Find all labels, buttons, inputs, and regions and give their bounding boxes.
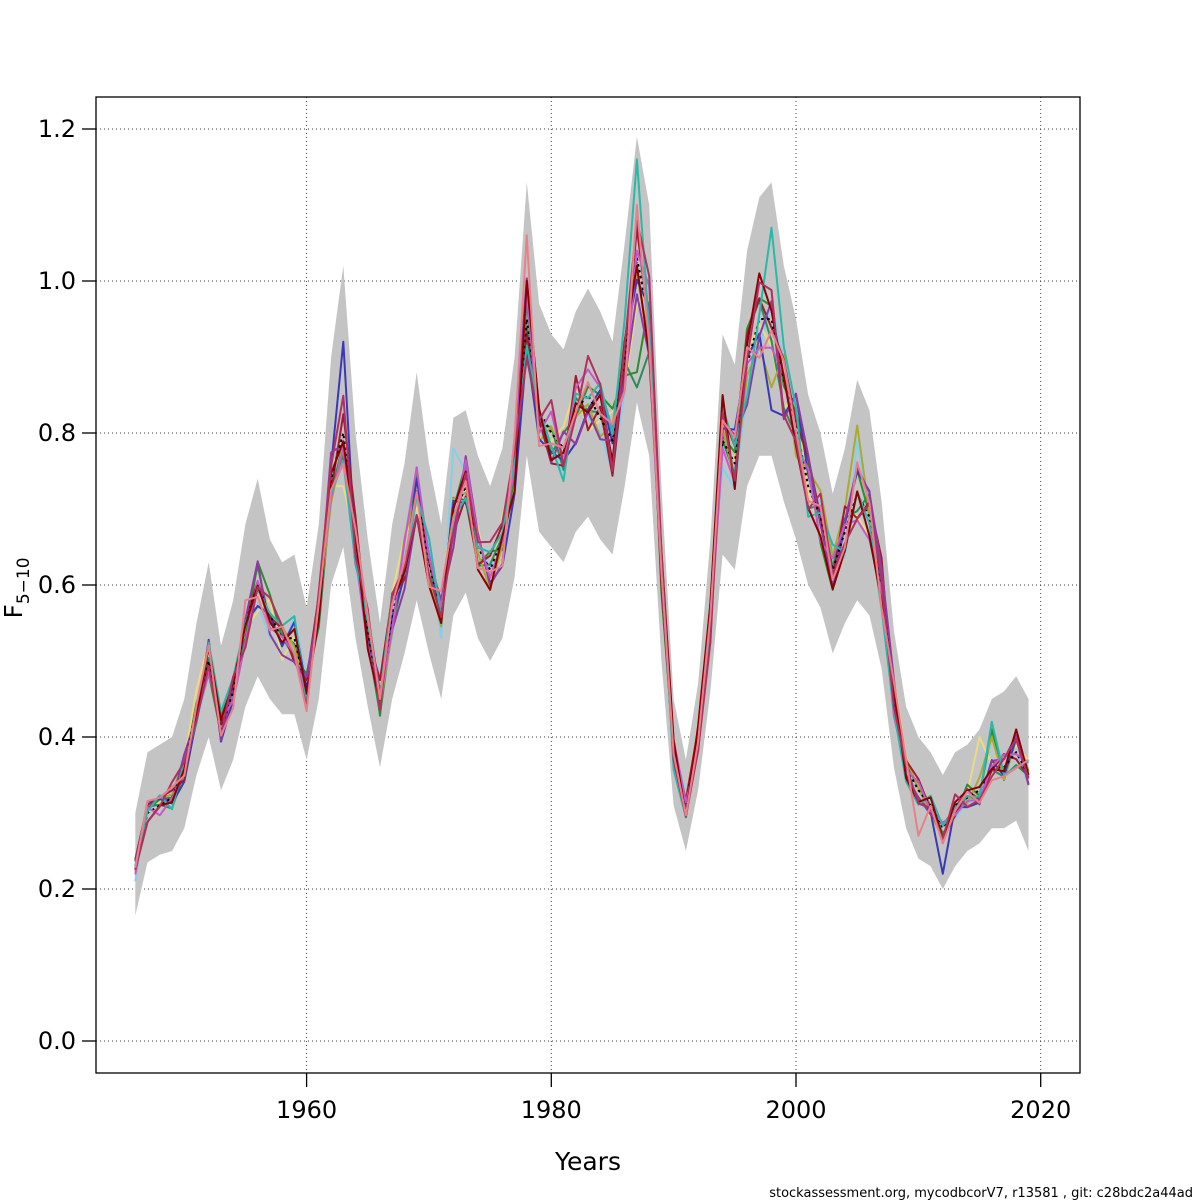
plot-area: 1960 1980 2000 2020 0.0 0.2 0.4 0.6 0.8 1.0 1.2 [38,96,1081,1124]
y-axis-title: F5−10 [0,557,34,618]
x-tick-label-1980: 1980 [521,1096,582,1124]
y-tick-label-1.2: 1.2 [38,115,76,143]
footer-credit: stockassessment.org, mycodbcorV7, r13581… [769,1186,1193,1200]
x-tick-label-2000: 2000 [765,1096,826,1124]
confidence-band [135,136,1029,916]
y-tick-label-0.4: 0.4 [38,723,76,751]
x-tick-label-1960: 1960 [276,1096,337,1124]
series-line-run-purple [134,277,1030,862]
y-axis-title-main: F [0,604,28,618]
series-line-run-salmon [134,204,1030,868]
y-tick-label-0.2: 0.2 [38,875,76,903]
x-axis-title: Years [554,1147,621,1176]
y-tick-label-0.0: 0.0 [38,1027,76,1055]
y-tick-label-0.8: 0.8 [38,419,76,447]
x-tick-label-2020: 2020 [1010,1096,1071,1124]
y-tick-label-0.6: 0.6 [38,571,76,599]
y-tick-label-1.0: 1.0 [38,267,76,295]
y-axis-title-subscript: 5−10 [14,557,34,604]
